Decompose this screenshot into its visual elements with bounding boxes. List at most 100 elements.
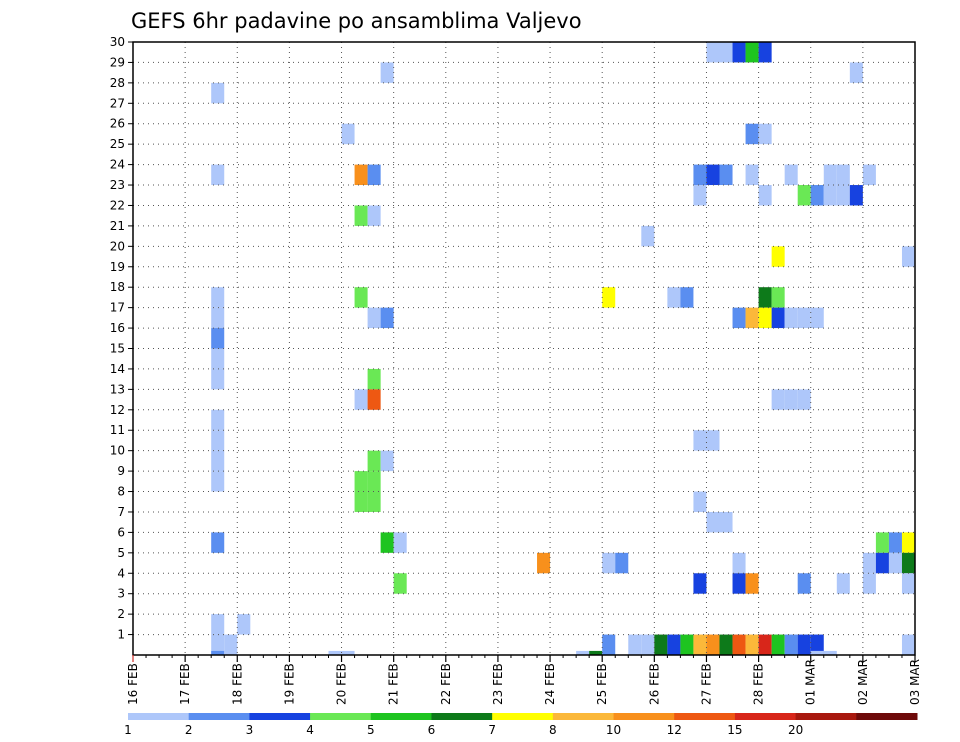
colorbar-swatch (492, 713, 554, 720)
heat-cell (211, 164, 225, 186)
grid-layer (133, 41, 915, 655)
heat-cell (901, 552, 915, 574)
heat-cell (901, 532, 915, 553)
y-tick-label: 30 (110, 35, 125, 49)
heat-cell (354, 471, 368, 492)
y-tick-label: 5 (117, 546, 125, 560)
heat-cell (758, 307, 772, 329)
heat-cell (810, 634, 824, 655)
heat-cell (211, 650, 225, 655)
y-tick-label: 13 (110, 382, 125, 396)
colorbar-swatch (249, 713, 311, 720)
colorbar-label: 6 (428, 723, 436, 737)
heat-cell (875, 552, 889, 574)
heat-cell (211, 409, 225, 431)
heat-cell (797, 389, 811, 410)
heat-cell (393, 532, 407, 553)
heat-cell (823, 185, 837, 206)
heat-cell (771, 287, 785, 308)
heat-cell (693, 185, 707, 206)
heat-cell (719, 164, 733, 186)
x-tick-label: 21 FEB (387, 663, 401, 705)
colorbar-swatch (674, 713, 736, 720)
x-tick-label: 27 FEB (699, 663, 713, 705)
heat-cell (732, 573, 746, 594)
heat-cell (745, 42, 759, 63)
heat-cell (367, 491, 381, 512)
colorbar-swatch (431, 713, 493, 720)
heat-cell (732, 307, 746, 329)
y-tick-label: 18 (110, 280, 125, 294)
y-tick-label: 26 (110, 117, 125, 131)
heat-cell (797, 307, 811, 329)
heat-cell (602, 634, 616, 655)
colorbar-swatch (370, 713, 432, 720)
heat-cell (875, 532, 889, 553)
heat-cell (784, 389, 798, 410)
ticks-layer: 1234567891011121314151617181920212223242… (110, 35, 922, 705)
heat-cell (849, 62, 863, 83)
y-tick-label: 27 (110, 96, 125, 110)
heat-cell (211, 532, 225, 553)
heat-cell (667, 287, 681, 308)
heat-cell (211, 82, 225, 104)
y-tick-label: 15 (110, 342, 125, 356)
heat-cell (641, 225, 655, 247)
heat-cell (693, 573, 707, 594)
colorbar-label: 1 (124, 723, 132, 737)
heat-cell (758, 287, 772, 308)
heat-cell (901, 634, 915, 655)
heat-cell (367, 164, 381, 186)
colorbar-label: 12 (667, 723, 682, 737)
heat-cell (719, 634, 733, 655)
heat-cell (745, 307, 759, 329)
heat-cell (576, 650, 590, 655)
y-tick-label: 10 (110, 444, 125, 458)
heat-cell (367, 471, 381, 492)
y-tick-label: 11 (110, 423, 125, 437)
heat-cell (537, 552, 551, 574)
heat-cell (615, 552, 629, 574)
heat-cell (680, 634, 694, 655)
colorbar-swatch (734, 713, 797, 720)
heat-cell (680, 287, 694, 308)
heat-cell (758, 185, 772, 206)
y-tick-label: 4 (117, 566, 125, 580)
heat-cell (367, 450, 381, 472)
heat-cell (836, 573, 850, 594)
x-tick-label: 01 MAR (804, 659, 818, 705)
heat-cell (211, 348, 225, 369)
colorbar-label: 10 (606, 723, 621, 737)
heat-cell (628, 634, 642, 655)
colorbar-swatch (613, 713, 675, 720)
x-tick-label: 20 FEB (335, 663, 349, 705)
x-tick-label: 24 FEB (543, 663, 557, 705)
y-tick-label: 12 (110, 403, 125, 417)
y-tick-label: 17 (110, 301, 125, 315)
heat-cell (380, 532, 394, 553)
heat-cell (341, 650, 355, 655)
colorbar-swatch (552, 713, 615, 720)
heat-cell (758, 123, 772, 145)
heat-cell (367, 389, 381, 410)
heat-cell (393, 573, 407, 594)
heat-cell (602, 552, 616, 574)
heat-cell (771, 307, 785, 329)
heat-cell (224, 634, 238, 655)
heat-cell (745, 573, 759, 594)
x-tick-label: 23 FEB (491, 663, 505, 705)
heat-cell (602, 287, 616, 308)
heat-cell (849, 185, 863, 206)
heat-cell (706, 164, 720, 186)
y-tick-label: 3 (117, 587, 125, 601)
heat-cell (732, 634, 746, 655)
x-tick-label: 25 FEB (595, 663, 609, 705)
heat-cell (771, 634, 785, 655)
colorbar: 1 2 3 4 5 6 7 8 10 12 15 20 (124, 713, 918, 737)
heat-cell (211, 450, 225, 472)
x-tick-label: 17 FEB (178, 663, 192, 705)
x-tick-label: 28 FEB (752, 663, 766, 705)
y-tick-label: 8 (117, 485, 125, 499)
colorbar-swatch (188, 713, 250, 720)
heat-cell (862, 573, 876, 594)
